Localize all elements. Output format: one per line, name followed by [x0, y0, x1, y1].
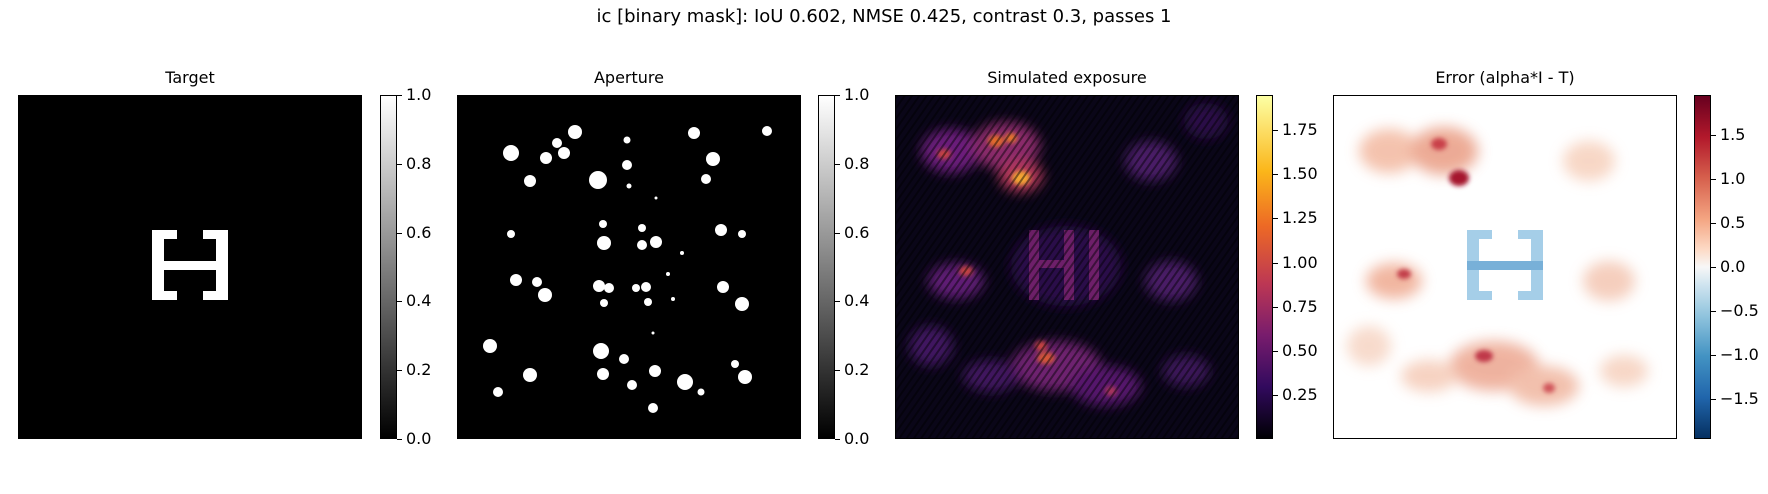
- error-colorbar: [1694, 95, 1711, 439]
- panel-title-error: Error (alpha*I - T): [1435, 68, 1575, 87]
- colorbar-tick-label: 1.0: [406, 85, 432, 104]
- figure-title: ic [binary mask]: IoU 0.602, NMSE 0.425,…: [596, 6, 1172, 27]
- colorbar-tick-label: −0.5: [1720, 301, 1759, 320]
- panel-title-target: Target: [165, 68, 215, 87]
- colorbar-tick-label: 0.5: [1720, 213, 1746, 232]
- colorbar-tick: [1273, 395, 1278, 396]
- colorbar-tick-label: 0.2: [406, 360, 432, 379]
- colorbar-tick: [397, 233, 402, 234]
- colorbar-tick-label: 0.0: [406, 429, 432, 448]
- colorbar-tick: [397, 301, 402, 302]
- colorbar-tick: [1711, 267, 1716, 268]
- colorbar-tick: [835, 95, 840, 96]
- colorbar-tick-label: 0.8: [406, 154, 432, 173]
- colorbar-tick: [1711, 179, 1716, 180]
- colorbar-tick-label: 1.5: [1720, 125, 1746, 144]
- colorbar-tick: [1273, 307, 1278, 308]
- colorbar-tick: [835, 164, 840, 165]
- exposure-image: [895, 95, 1239, 439]
- colorbar-tick: [835, 301, 840, 302]
- colorbar-tick-label: 0.4: [844, 291, 870, 310]
- colorbar-tick: [1711, 223, 1716, 224]
- colorbar-tick-label: 0.25: [1282, 385, 1318, 404]
- exposure-intensity: [896, 96, 1238, 438]
- colorbar-tick: [1711, 355, 1716, 356]
- colorbar-tick: [1711, 399, 1716, 400]
- colorbar-tick-label: 1.0: [844, 85, 870, 104]
- colorbar-tick: [1273, 130, 1278, 131]
- target-image: [18, 95, 362, 439]
- colorbar-tick: [1273, 263, 1278, 264]
- colorbar-tick-label: 0.0: [844, 429, 870, 448]
- colorbar-tick-label: 1.50: [1282, 164, 1318, 183]
- colorbar-tick-label: 0.6: [406, 223, 432, 242]
- colorbar-tick: [835, 370, 840, 371]
- aperture-colorbar: [818, 95, 835, 439]
- colorbar-tick-label: −1.0: [1720, 345, 1759, 364]
- colorbar-tick-label: 0.0: [1720, 257, 1746, 276]
- colorbar-tick-label: 0.4: [406, 291, 432, 310]
- colorbar-tick: [397, 439, 402, 440]
- colorbar-tick: [1273, 218, 1278, 219]
- panel-title-aperture: Aperture: [593, 68, 664, 87]
- target-h-shape: [152, 230, 228, 300]
- colorbar-tick-label: 0.75: [1282, 297, 1318, 316]
- colorbar-tick: [397, 164, 402, 165]
- colorbar-tick-label: 0.6: [844, 223, 870, 242]
- error-image: [1333, 95, 1677, 439]
- colorbar-tick-label: 1.0: [1720, 169, 1746, 188]
- aperture-image: [457, 95, 801, 439]
- colorbar-tick: [397, 95, 402, 96]
- colorbar-tick: [835, 439, 840, 440]
- aperture-dots: [483, 125, 772, 413]
- colorbar-tick-label: −1.5: [1720, 389, 1759, 408]
- colorbar-tick-label: 0.50: [1282, 341, 1318, 360]
- colorbar-tick-label: 0.8: [844, 154, 870, 173]
- colorbar-tick-label: 0.2: [844, 360, 870, 379]
- colorbar-tick: [1273, 174, 1278, 175]
- panel-title-exposure: Simulated exposure: [987, 68, 1147, 87]
- colorbar-tick: [835, 233, 840, 234]
- colorbar-tick: [397, 370, 402, 371]
- colorbar-tick-label: 1.00: [1282, 253, 1318, 272]
- colorbar-tick: [1711, 135, 1716, 136]
- colorbar-tick: [1711, 311, 1716, 312]
- error-map: [1347, 127, 1648, 406]
- colorbar-tick: [1273, 351, 1278, 352]
- target-colorbar: [380, 95, 397, 439]
- exposure-colorbar: [1256, 95, 1273, 439]
- colorbar-tick-label: 1.25: [1282, 208, 1318, 227]
- colorbar-tick-label: 1.75: [1282, 120, 1318, 139]
